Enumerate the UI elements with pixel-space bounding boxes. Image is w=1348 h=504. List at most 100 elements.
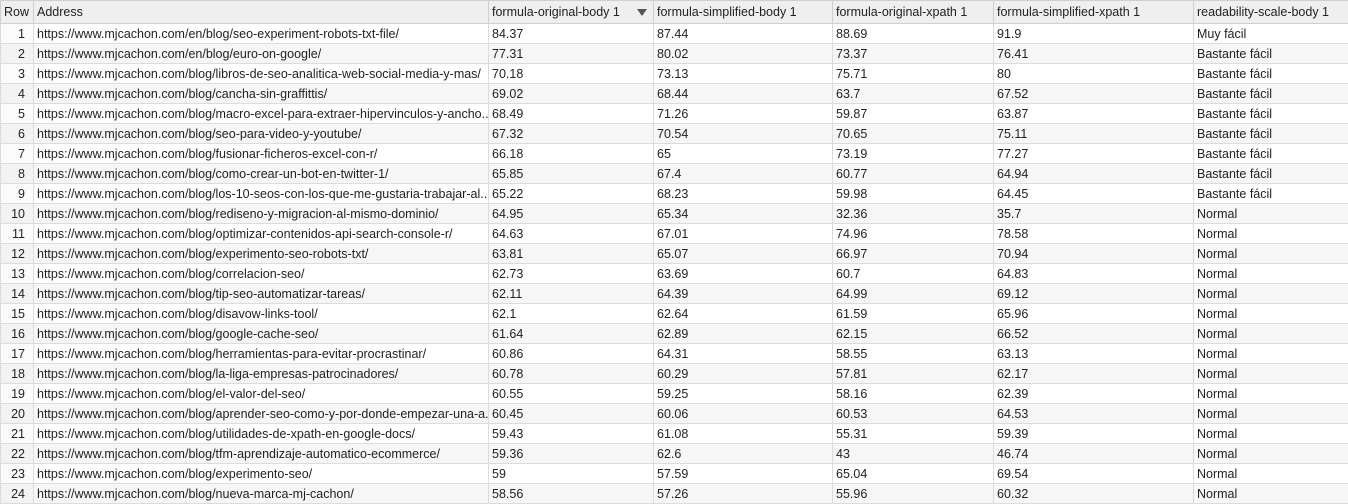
- table-cell: https://www.mjcachon.com/en/blog/euro-on…: [34, 44, 489, 64]
- table-cell: 60.45: [489, 404, 654, 424]
- table-cell: https://www.mjcachon.com/blog/seo-para-v…: [34, 124, 489, 144]
- table-cell: 59.25: [654, 384, 833, 404]
- table-cell: https://www.mjcachon.com/blog/macro-exce…: [34, 104, 489, 124]
- table-cell: https://www.mjcachon.com/blog/libros-de-…: [34, 64, 489, 84]
- table-cell: 64.95: [489, 204, 654, 224]
- column-header[interactable]: formula-simplified-body 1: [654, 1, 833, 24]
- table-cell: 58.56: [489, 484, 654, 504]
- table-cell: 70.65: [833, 124, 994, 144]
- table-cell: 62.64: [654, 304, 833, 324]
- table-cell: https://www.mjcachon.com/blog/la-liga-em…: [34, 364, 489, 384]
- table-cell: 65.07: [654, 244, 833, 264]
- table-cell: 57.81: [833, 364, 994, 384]
- column-header[interactable]: Address: [34, 1, 489, 24]
- table-cell: 32.36: [833, 204, 994, 224]
- column-header[interactable]: readability-scale-body 1: [1194, 1, 1348, 24]
- table-cell: Normal: [1194, 264, 1348, 284]
- table-cell: 66.18: [489, 144, 654, 164]
- table-cell: 63.87: [994, 104, 1194, 124]
- column-header[interactable]: formula-simplified-xpath 1: [994, 1, 1194, 24]
- row-number: 15: [1, 304, 34, 324]
- table-cell: 65.04: [833, 464, 994, 484]
- table-cell: https://www.mjcachon.com/blog/cancha-sin…: [34, 84, 489, 104]
- row-number: 3: [1, 64, 34, 84]
- table-cell: 62.1: [489, 304, 654, 324]
- table-cell: https://www.mjcachon.com/blog/herramient…: [34, 344, 489, 364]
- table-cell: 70.18: [489, 64, 654, 84]
- table-cell: 76.41: [994, 44, 1194, 64]
- table-cell: Bastante fácil: [1194, 64, 1348, 84]
- column-header[interactable]: formula-original-xpath 1: [833, 1, 994, 24]
- table-cell: 69.54: [994, 464, 1194, 484]
- row-number: 12: [1, 244, 34, 264]
- table-cell: 59: [489, 464, 654, 484]
- table-cell: 66.52: [994, 324, 1194, 344]
- column-header[interactable]: Row: [1, 1, 34, 24]
- table-cell: 73.19: [833, 144, 994, 164]
- table-cell: 68.23: [654, 184, 833, 204]
- table-cell: Normal: [1194, 284, 1348, 304]
- table-cell: Normal: [1194, 444, 1348, 464]
- table-cell: 77.31: [489, 44, 654, 64]
- row-number: 8: [1, 164, 34, 184]
- row-number: 11: [1, 224, 34, 244]
- table-cell: 68.49: [489, 104, 654, 124]
- table-cell: Normal: [1194, 244, 1348, 264]
- table-cell: 68.44: [654, 84, 833, 104]
- table-cell: 65.85: [489, 164, 654, 184]
- table-cell: 59.36: [489, 444, 654, 464]
- table-cell: 63.81: [489, 244, 654, 264]
- row-number: 2: [1, 44, 34, 64]
- column-header[interactable]: formula-original-body 1: [489, 1, 654, 24]
- table-cell: 35.7: [994, 204, 1194, 224]
- table-cell: Normal: [1194, 404, 1348, 424]
- table-cell: 61.64: [489, 324, 654, 344]
- row-number: 19: [1, 384, 34, 404]
- table-cell: https://www.mjcachon.com/blog/fusionar-f…: [34, 144, 489, 164]
- table-cell: 75.11: [994, 124, 1194, 144]
- table-cell: 58.55: [833, 344, 994, 364]
- table-cell: 60.7: [833, 264, 994, 284]
- table-cell: 46.74: [994, 444, 1194, 464]
- table-cell: https://www.mjcachon.com/blog/disavow-li…: [34, 304, 489, 324]
- table-cell: 63.13: [994, 344, 1194, 364]
- table-cell: 73.37: [833, 44, 994, 64]
- table-cell: 65.96: [994, 304, 1194, 324]
- row-number: 20: [1, 404, 34, 424]
- table-cell: 73.13: [654, 64, 833, 84]
- table-cell: 80.02: [654, 44, 833, 64]
- table-cell: 65: [654, 144, 833, 164]
- table-cell: 60.78: [489, 364, 654, 384]
- table-cell: Bastante fácil: [1194, 124, 1348, 144]
- table-cell: 64.45: [994, 184, 1194, 204]
- table-cell: 62.89: [654, 324, 833, 344]
- table-cell: 75.71: [833, 64, 994, 84]
